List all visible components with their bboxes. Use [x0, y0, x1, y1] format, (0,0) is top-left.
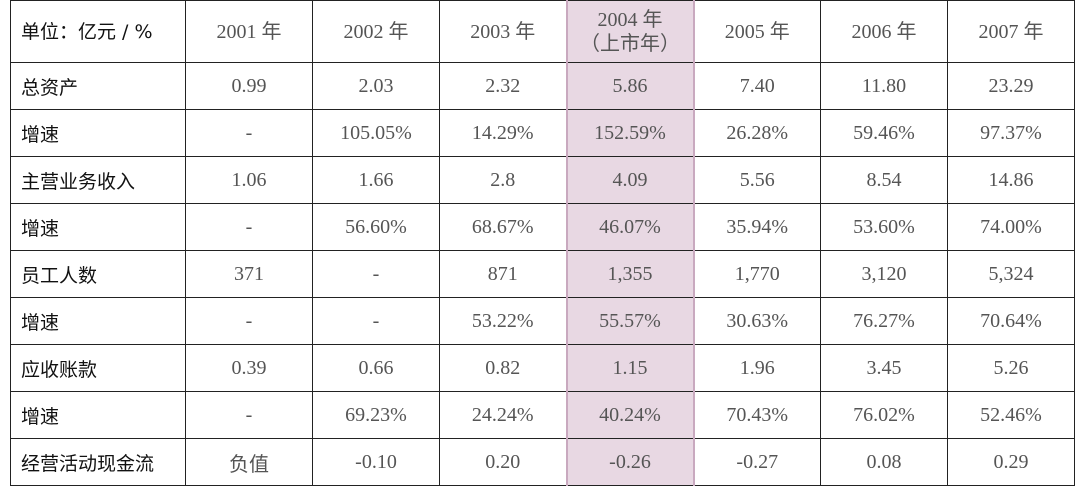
table-cell: 1,355	[565, 250, 695, 298]
table-cell: -0.10	[312, 438, 440, 486]
table-cell: 5.56	[693, 156, 821, 204]
row-label: 主营业务收入	[10, 156, 186, 204]
table-row: 增速 -56.60% 68.67% 46.07% 35.94% 53.60% 74.00%	[10, 203, 1075, 251]
table-cell: 8.54	[820, 156, 948, 204]
table-cell: 11.80	[820, 62, 948, 110]
table-cell: 2.03	[312, 62, 440, 110]
table-cell: 0.82	[439, 344, 567, 392]
row-label: 应收账款	[10, 344, 186, 392]
table-cell: 0.66	[312, 344, 440, 392]
header-cell: 2005 年	[693, 0, 821, 63]
table-cell: 105.05%	[312, 109, 440, 157]
table-cell: 76.02%	[820, 391, 948, 439]
table-cell: 14.29%	[439, 109, 567, 157]
table-cell: 68.67%	[439, 203, 567, 251]
table-row: 主营业务收入 1.06 1.66 2.8 4.09 5.56 8.54 14.86	[10, 156, 1075, 204]
table-cell: 4.09	[565, 156, 695, 204]
table-cell: -	[312, 297, 440, 345]
header-cell: 2002 年	[312, 0, 440, 63]
table-cell: -	[312, 250, 440, 298]
table-cell: 97.37%	[947, 109, 1075, 157]
row-label: 增速	[10, 109, 186, 157]
row-label: 增速	[10, 203, 186, 251]
table-cell: 1,770	[693, 250, 821, 298]
table-cell: 56.60%	[312, 203, 440, 251]
table-row: 员工人数 371-871 1,355 1,770 3,120 5,324	[10, 250, 1075, 298]
table-cell: 1.96	[693, 344, 821, 392]
table-cell: 23.29	[947, 62, 1075, 110]
table-cell: 2.32	[439, 62, 567, 110]
table-row: 总资产 0.99 2.03 2.32 5.86 7.40 11.80 23.29	[10, 62, 1075, 110]
table-cell: 7.40	[693, 62, 821, 110]
table-cell: -	[185, 391, 313, 439]
table-cell: 5,324	[947, 250, 1075, 298]
table-cell: 40.24%	[565, 391, 695, 439]
table-cell: 3,120	[820, 250, 948, 298]
table-cell: 0.20	[439, 438, 567, 486]
table-cell: -	[185, 297, 313, 345]
row-label: 总资产	[10, 62, 186, 110]
table-cell: 2.8	[439, 156, 567, 204]
table-cell: 负值	[185, 438, 313, 486]
row-label: 增速	[10, 297, 186, 345]
table-row: 经营活动现金流 负值 -0.10 0.20 -0.26 -0.27 0.08 0.29	[10, 438, 1075, 486]
table-cell: 46.07%	[565, 203, 695, 251]
table-cell: 371	[185, 250, 313, 298]
table-cell: -	[185, 203, 313, 251]
table-cell: 0.08	[820, 438, 948, 486]
table-cell: 74.00%	[947, 203, 1075, 251]
table-cell: 24.24%	[439, 391, 567, 439]
table-cell: -	[185, 109, 313, 157]
table-cell: 14.86	[947, 156, 1075, 204]
table-cell: 53.22%	[439, 297, 567, 345]
header-cell: 2007 年	[947, 0, 1075, 63]
table-cell: -0.26	[565, 438, 695, 486]
header-cell: 2004 年 （上市年）	[565, 0, 695, 63]
table-cell: 76.27%	[820, 297, 948, 345]
table-cell: 70.64%	[947, 297, 1075, 345]
row-label: 员工人数	[10, 250, 186, 298]
table-cell: 1.66	[312, 156, 440, 204]
table-cell: 0.39	[185, 344, 313, 392]
table-cell: 55.57%	[565, 297, 695, 345]
table-cell: 5.86	[565, 62, 695, 110]
table-cell: 152.59%	[565, 109, 695, 157]
table-cell: 0.29	[947, 438, 1075, 486]
table-cell: 59.46%	[820, 109, 948, 157]
table-cell: 3.45	[820, 344, 948, 392]
table-row: 增速 -69.23% 24.24% 40.24% 70.43% 76.02% 52.46%	[10, 391, 1075, 439]
table-cell: -0.27	[693, 438, 821, 486]
table-cell: 871	[439, 250, 567, 298]
table-row: 增速 - -53.22% 55.57% 30.63% 76.27% 70.64%	[10, 297, 1075, 345]
table-cell: 0.99	[185, 62, 313, 110]
table-cell: 35.94%	[693, 203, 821, 251]
header-cell: 2006 年	[820, 0, 948, 63]
row-label: 经营活动现金流	[10, 438, 186, 486]
table-cell: 5.26	[947, 344, 1075, 392]
table-cell: 30.63%	[693, 297, 821, 345]
table-row: 应收账款 0.39 0.66 0.82 1.15 1.96 3.45 5.26	[10, 344, 1075, 392]
data-table: 单位：亿元 / % 2001 年 2002 年 2003 年 2004 年 （上市年） 2…	[10, 0, 1075, 486]
header-cell: 单位：亿元 / %	[10, 0, 186, 63]
table-cell: 1.06	[185, 156, 313, 204]
table-container: 单位：亿元 / % 2001 年 2002 年 2003 年 2004 年 （上市年） 2…	[10, 0, 1075, 486]
table-cell: 52.46%	[947, 391, 1075, 439]
table-row: 增速 -105.05% 14.29% 152.59% 26.28% 59.46% 97.37…	[10, 109, 1075, 157]
header-row: 单位：亿元 / % 2001 年 2002 年 2003 年 2004 年 （上市年） 2…	[10, 0, 1075, 63]
header-cell: 2003 年	[439, 0, 567, 63]
table-cell: 69.23%	[312, 391, 440, 439]
table-cell: 53.60%	[820, 203, 948, 251]
header-cell: 2001 年	[185, 0, 313, 63]
table-cell: 70.43%	[693, 391, 821, 439]
table-cell: 26.28%	[693, 109, 821, 157]
row-label: 增速	[10, 391, 186, 439]
table-cell: 1.15	[565, 344, 695, 392]
